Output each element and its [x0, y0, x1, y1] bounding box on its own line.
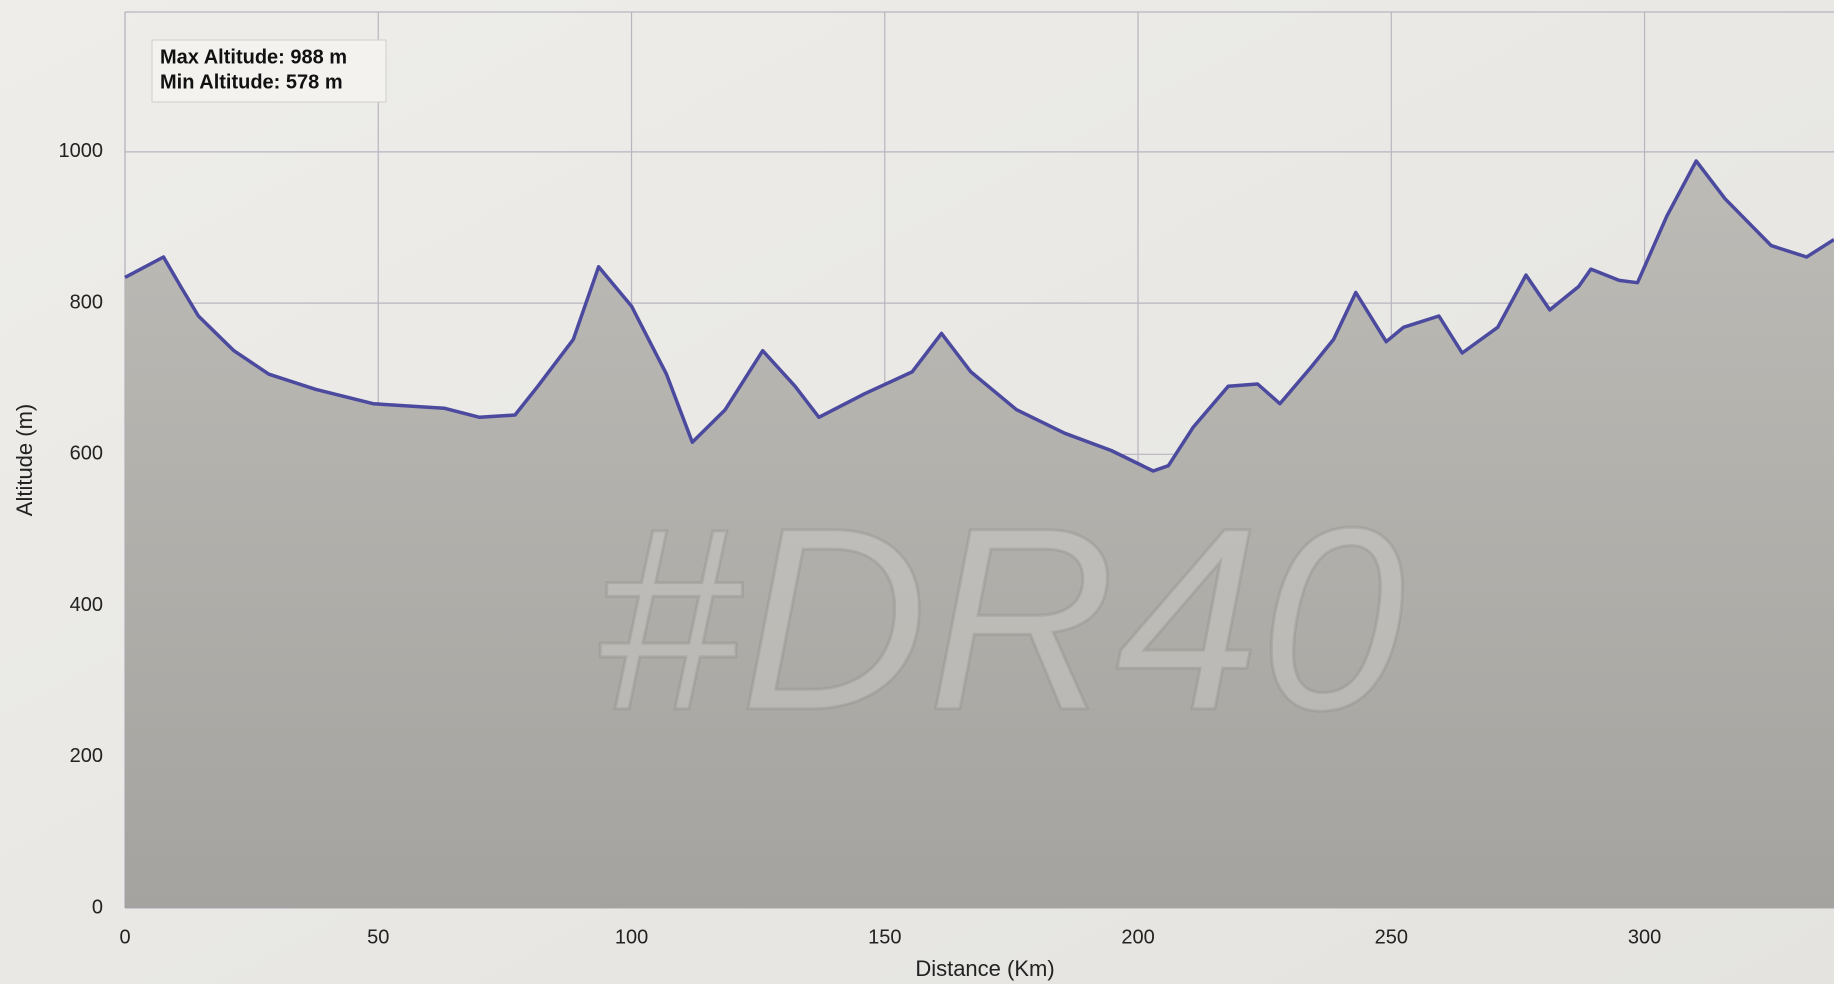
x-tick-label: 50: [367, 926, 389, 948]
y-tick-label: 400: [70, 594, 103, 616]
annotation: Max Altitude: 988 m: [160, 46, 347, 68]
x-tick-label: 200: [1121, 926, 1154, 948]
sand-writing: #DR40: [595, 475, 1406, 765]
y-axis-label: Altitude (m): [12, 404, 37, 516]
y-tick-label: 0: [92, 896, 103, 918]
area: [125, 161, 1834, 908]
x-tick-label: 100: [615, 926, 648, 948]
line: [124, 159, 1834, 473]
y-tick-label: 1000: [59, 140, 104, 162]
annotation-box: [151, 39, 387, 103]
annotation: Min Altitude: 578 m: [160, 71, 343, 93]
y-tick-label: 200: [70, 745, 103, 767]
x-tick-label: 0: [119, 926, 130, 948]
x-tick-label: 250: [1375, 926, 1408, 948]
y-tick-label: 600: [70, 443, 103, 465]
y-tick-label: 800: [70, 291, 103, 313]
x-tick-label: 300: [1628, 926, 1661, 948]
x-tick-label: 150: [868, 926, 901, 948]
x-axis-label: Distance (Km): [915, 956, 1054, 981]
